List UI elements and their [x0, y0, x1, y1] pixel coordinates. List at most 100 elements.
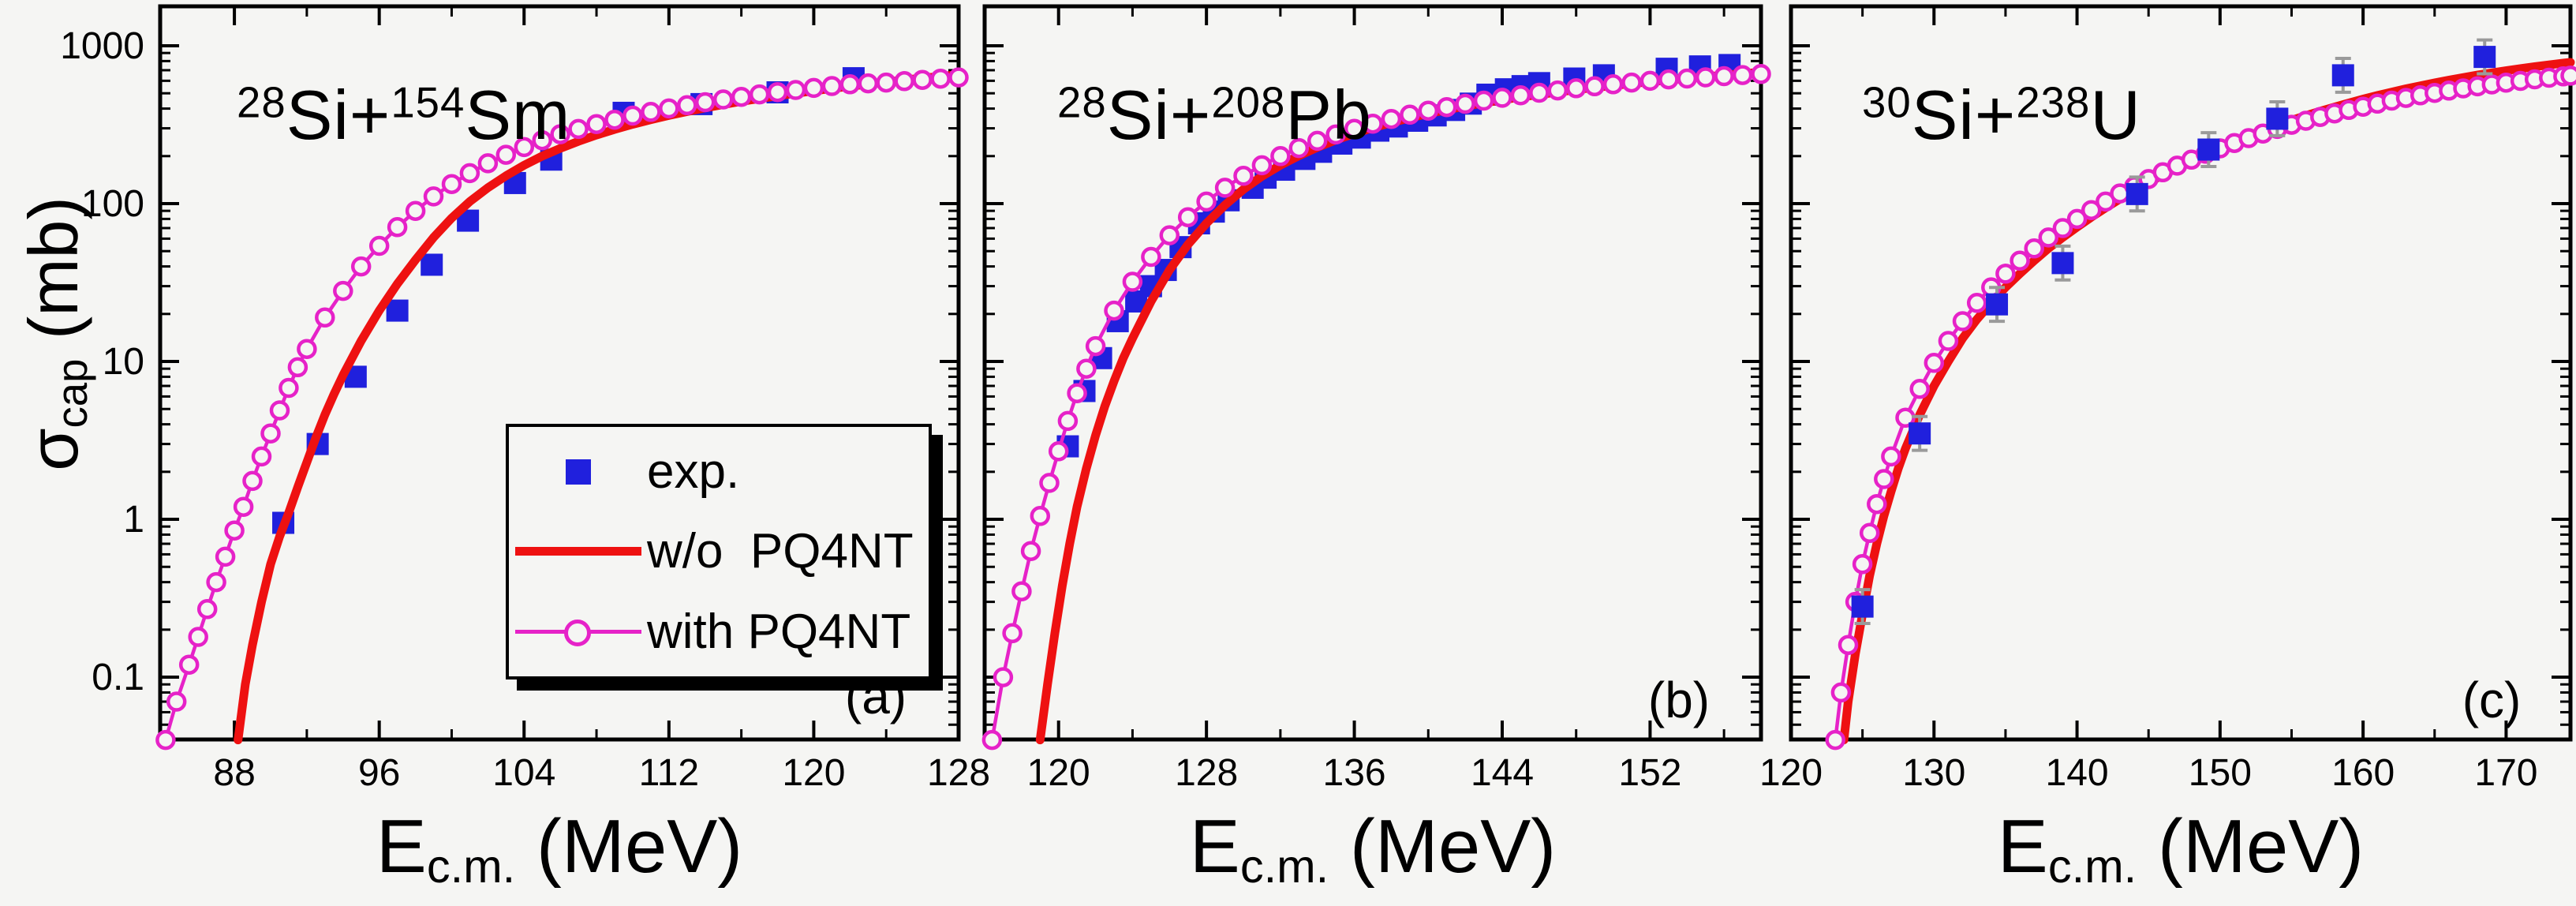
- x-tick-label: 96: [358, 752, 400, 794]
- with-pq4nt-marker: [1214, 178, 1236, 198]
- with-pq4nt-marker: [196, 599, 218, 620]
- with-pq4nt-marker: [2096, 191, 2116, 212]
- with-pq4nt-marker: [242, 470, 263, 492]
- with-pq4nt-marker: [749, 84, 770, 105]
- y-axis-unit: (mb): [14, 197, 92, 359]
- with-pq4nt-marker: [1838, 635, 1859, 655]
- exp-data-point: [1909, 422, 1931, 445]
- sigma-symbol: σ: [14, 428, 92, 471]
- with-pq4nt-marker: [1141, 246, 1161, 268]
- exp-data-point: [386, 299, 409, 322]
- with-pq4nt-marker: [2560, 66, 2576, 86]
- with-pq4nt-marker: [912, 69, 933, 90]
- with-pq4nt-marker: [1381, 108, 1402, 129]
- x-tick-label: 152: [1618, 752, 1681, 794]
- with-pq4nt-marker: [1751, 64, 1771, 84]
- with-pq4nt-marker: [155, 729, 176, 751]
- wo-pq4nt-curve: [1035, 68, 1766, 745]
- x-axis-label-a: Ec.m. (MeV): [376, 804, 743, 893]
- with-pq4nt-marker: [604, 109, 625, 130]
- x-tick-label: 104: [492, 752, 555, 794]
- exp-data-point: [1851, 595, 1874, 618]
- with-pq4nt-marker: [387, 217, 408, 238]
- y-tick-label: 1000: [60, 25, 144, 67]
- with-pq4nt-marker: [1924, 353, 1945, 373]
- with-pq4nt-marker: [1011, 581, 1032, 601]
- with-pq4nt-marker: [297, 339, 317, 359]
- with-pq4nt-marker: [1881, 446, 1901, 467]
- with-pq4nt-marker: [206, 571, 226, 593]
- with-pq4nt-marker: [821, 76, 843, 96]
- with-pq4nt-marker: [1952, 311, 1973, 331]
- with-pq4nt-marker: [1344, 118, 1365, 139]
- with-pq4nt-marker: [1030, 506, 1051, 526]
- panel-c-title: 30Si+238U: [1862, 76, 2141, 154]
- with-pq4nt-marker: [2038, 227, 2059, 248]
- with-pq4nt-marker: [1852, 554, 1873, 575]
- with-pq4nt-marker: [1251, 155, 1273, 176]
- with-pq4nt-marker: [495, 144, 517, 165]
- with-pq4nt-marker: [677, 95, 697, 116]
- panel-c-letter: (c): [2462, 672, 2522, 728]
- with-pq4nt-marker: [623, 105, 643, 126]
- with-pq4nt-marker: [2081, 200, 2102, 220]
- with-pq4nt-marker: [1867, 493, 1887, 515]
- x-tick-label: 170: [2474, 752, 2537, 794]
- with-pq4nt-marker: [423, 186, 444, 207]
- exp-data-point: [2125, 182, 2148, 205]
- with-pq4nt-marker: [586, 114, 607, 134]
- with-pq4nt-marker: [1104, 300, 1124, 321]
- with-pq4nt-marker: [1325, 124, 1346, 145]
- x-tick-label: 160: [2331, 752, 2395, 794]
- with-pq4nt-marker: [224, 520, 245, 541]
- y-tick-label: 10: [103, 341, 144, 383]
- with-pq4nt-marker: [1859, 522, 1880, 544]
- with-pq4nt-marker: [1159, 225, 1180, 245]
- with-pq4nt-marker: [1602, 74, 1624, 95]
- exp-data-point: [2051, 252, 2074, 275]
- with-pq4nt-marker: [1830, 682, 1852, 703]
- exp-data-point: [2473, 46, 2496, 69]
- with-pq4nt-marker: [1492, 88, 1512, 108]
- with-pq4nt-marker: [1995, 264, 2016, 284]
- with-pq4nt-marker: [215, 546, 236, 567]
- with-pq4nt-marker: [948, 67, 969, 88]
- x-tick-label: 140: [2046, 752, 2109, 794]
- x-tick-label: 130: [1902, 752, 1965, 794]
- with-pq4nt-marker: [1076, 358, 1097, 379]
- with-pq4nt-marker: [1122, 271, 1143, 292]
- with-pq4nt-marker: [981, 729, 1003, 751]
- with-pq4nt-marker: [188, 627, 208, 647]
- with-pq4nt-marker: [839, 74, 861, 95]
- with-pq4nt-marker: [1658, 69, 1679, 90]
- y-tick-label: 1: [123, 499, 144, 541]
- x-axis-label-b: Ec.m. (MeV): [1189, 804, 1557, 893]
- with-pq4nt-marker: [858, 73, 879, 94]
- with-pq4nt-marker: [269, 400, 290, 421]
- legend-label-wo-pq4nt: w/o PQ4NT: [647, 524, 914, 579]
- wo-pq4nt-line-icon: [509, 547, 647, 556]
- with-pq4nt-marker: [233, 496, 254, 517]
- with-pq4nt-marker: [1547, 80, 1568, 101]
- with-pq4nt-marker: [894, 71, 914, 92]
- with-pq4nt-marker: [405, 200, 426, 221]
- x-tick-label: 120: [1759, 752, 1823, 794]
- with-pq4nt-marker: [477, 153, 499, 174]
- with-pq4nt-marker: [1270, 146, 1291, 167]
- with-pq4nt-marker: [1196, 191, 1217, 212]
- exp-data-point: [2266, 107, 2289, 130]
- with-pq4nt-marker: [1085, 335, 1106, 357]
- with-pq4nt-marker: [1473, 90, 1494, 111]
- x-tick-label: 128: [927, 752, 990, 794]
- with-pq4nt-marker: [333, 280, 353, 301]
- x-tick-label: 88: [213, 752, 255, 794]
- x-tick-label: 150: [2189, 752, 2252, 794]
- with-pq4nt-marker: [1307, 130, 1328, 152]
- with-pq4nt-marker: [2024, 238, 2044, 259]
- with-pq4nt-marker: [1639, 70, 1661, 92]
- legend-item-exp: exp.: [509, 432, 929, 511]
- with-pq4nt-marker: [550, 124, 570, 144]
- with-pq4nt-marker: [1938, 331, 1959, 351]
